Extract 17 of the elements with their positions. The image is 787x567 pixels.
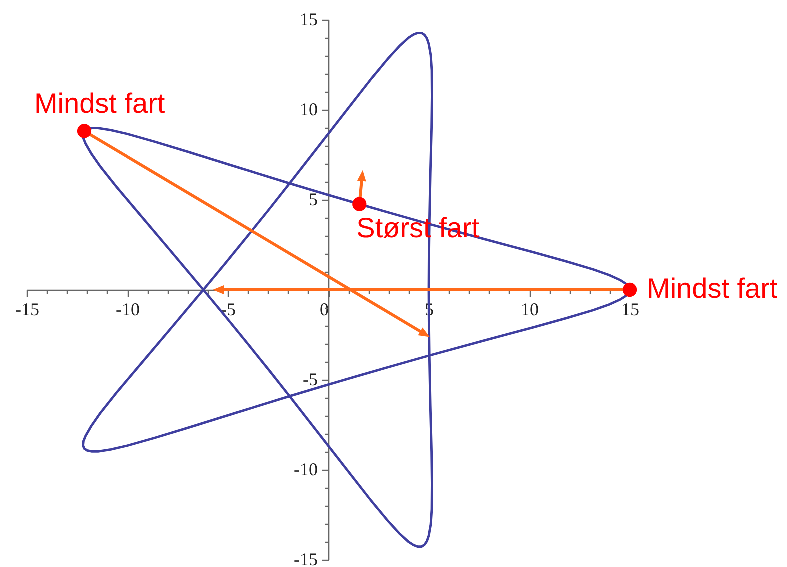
- annotation: Mindst fart: [647, 273, 778, 304]
- y-tick-label: -15: [294, 550, 318, 567]
- y-tick-label: -10: [294, 460, 318, 480]
- y-tick-label: 10: [300, 100, 318, 120]
- y-tick-label: -5: [303, 370, 318, 390]
- x-tick-label: -10: [116, 300, 140, 320]
- x-tick-label: -15: [16, 300, 40, 320]
- x-tick-label: 0: [320, 300, 329, 320]
- point: [77, 124, 92, 138]
- y-tick-label: 15: [300, 10, 318, 30]
- x-tick-label: 15: [622, 300, 640, 320]
- point: [622, 282, 638, 298]
- y-tick-label: 5: [309, 190, 318, 210]
- point: [352, 197, 367, 212]
- annotation: Mindst fart: [34, 88, 166, 120]
- x-tick-label: -5: [221, 300, 236, 320]
- x-tick-label: 10: [521, 300, 539, 320]
